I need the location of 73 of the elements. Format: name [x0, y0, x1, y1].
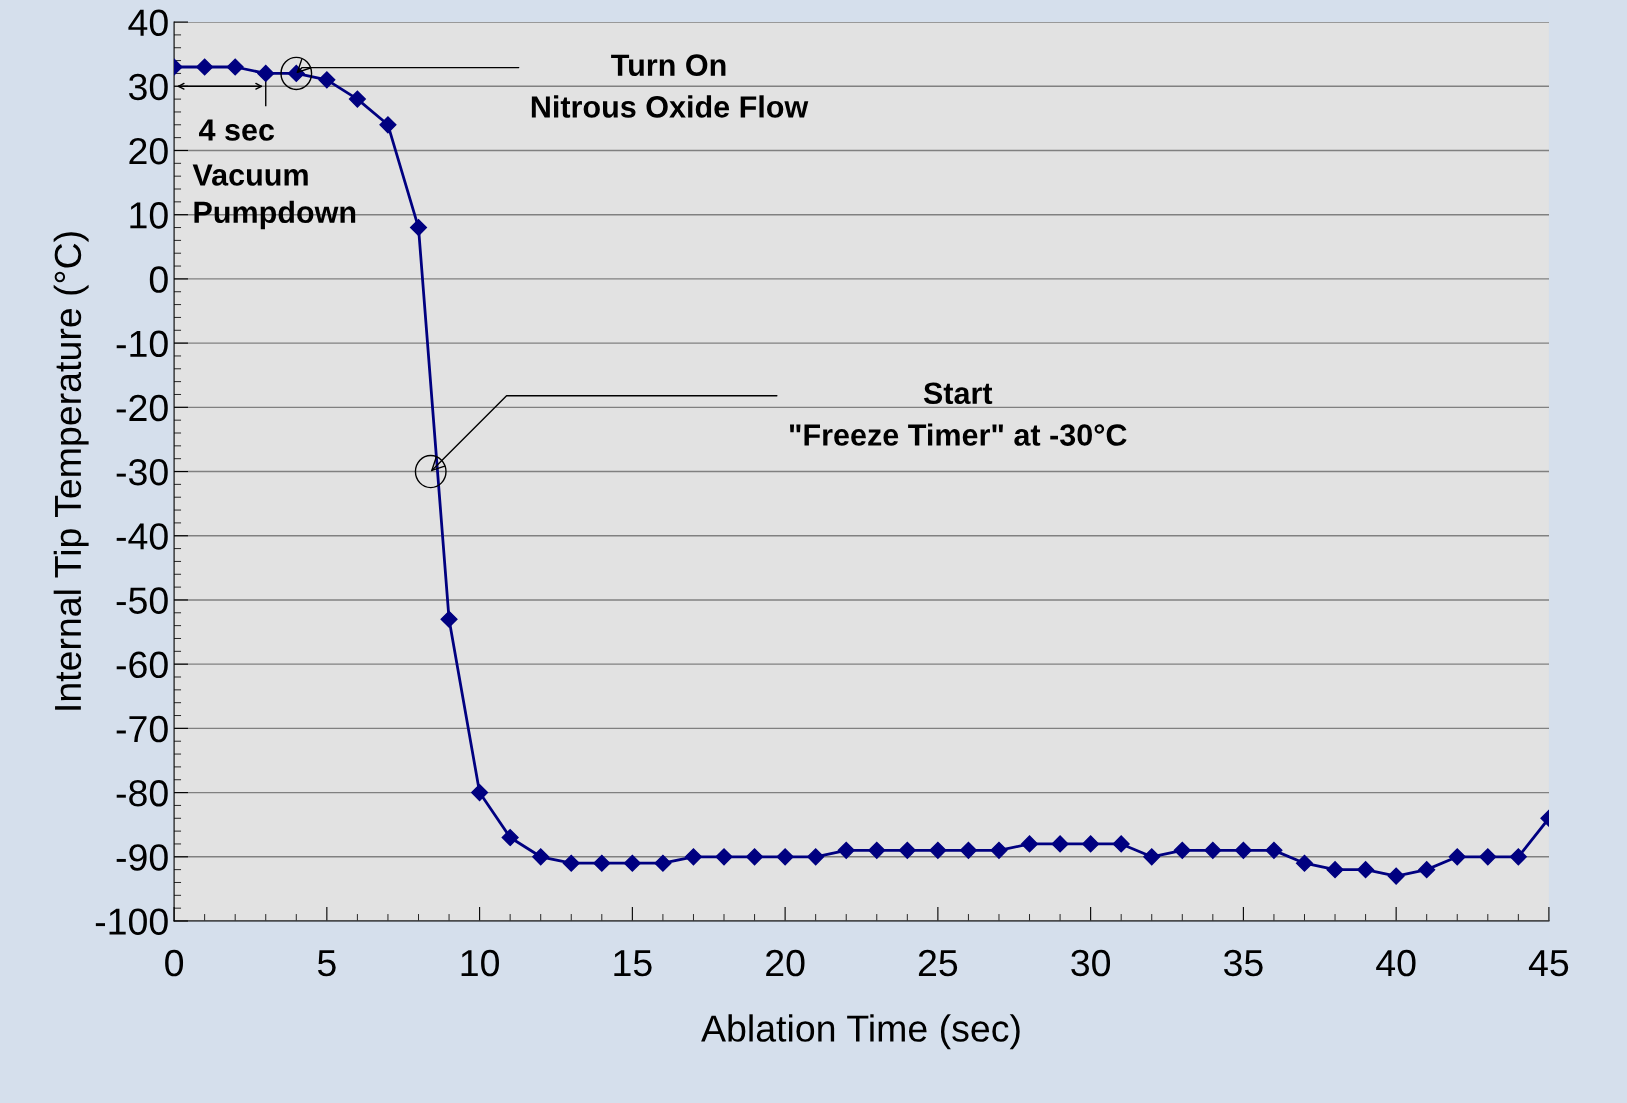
point: [1265, 841, 1283, 859]
annotation: Start "Freeze Timer" at -30°C: [789, 382, 1127, 446]
point: [1387, 867, 1405, 885]
x-tick-label: 10: [461, 949, 499, 977]
point: [1295, 854, 1314, 872]
point: [257, 64, 275, 82]
point: [196, 58, 214, 76]
y-tick-label: -10: [116, 330, 168, 358]
x-tick-label: 15: [614, 950, 652, 977]
point: [1051, 835, 1069, 853]
y-tick-label: 20: [129, 137, 168, 165]
x-tick-label: 5: [317, 950, 336, 977]
point: [1448, 848, 1466, 866]
point: [532, 848, 550, 866]
y-tick-label: 30: [128, 73, 168, 101]
x-tick-label: 40: [1376, 949, 1416, 977]
x-tick-label: 45: [1528, 950, 1569, 977]
point: [1020, 835, 1039, 853]
annotation: Turn On Nitrous Oxide Flow: [531, 54, 809, 118]
point: [348, 90, 366, 108]
point: [1173, 841, 1191, 859]
point: [807, 848, 825, 866]
point: [471, 784, 489, 802]
y-tick-label: -50: [116, 587, 168, 614]
y-tick-label: -80: [116, 779, 168, 807]
point: [776, 848, 794, 866]
point: [715, 848, 733, 866]
point: [837, 841, 855, 859]
point: [746, 848, 764, 866]
point: [654, 854, 672, 872]
y-tick-label: -20: [116, 394, 168, 422]
point: [1204, 841, 1222, 859]
point: [409, 218, 428, 237]
y-tick-label: -100: [95, 908, 168, 935]
point: [593, 854, 611, 872]
annotation: Vacuum Pumpdown: [192, 164, 356, 230]
point: [959, 841, 977, 859]
point: [1112, 835, 1130, 853]
point: [562, 854, 580, 872]
y-axis-title: Internal Tip Temperature (°C): [53, 232, 89, 710]
point: [1357, 861, 1375, 879]
y-tick-label: 40: [128, 9, 168, 37]
y-tick-label: 10: [130, 202, 168, 229]
y-tick-label: 0: [149, 266, 168, 293]
point: [623, 854, 641, 872]
point: [1326, 861, 1344, 879]
x-tick-label: 35: [1223, 949, 1263, 977]
point: [226, 58, 244, 76]
point: [929, 841, 947, 859]
point: [1418, 861, 1436, 879]
point: [898, 841, 916, 859]
annotation: 4 sec: [198, 119, 275, 141]
x-tick-label: 20: [766, 949, 805, 977]
x-tick-label: 25: [918, 949, 958, 977]
x-tick-label: 30: [1071, 949, 1111, 977]
x-axis-title: Ablation Time (sec): [701, 1014, 1020, 1050]
y-tick-label: -90: [116, 844, 168, 871]
point: [379, 116, 397, 134]
point: [684, 848, 703, 866]
point: [1509, 848, 1527, 866]
point: [318, 71, 336, 89]
point: [1234, 841, 1252, 859]
point: [501, 828, 519, 847]
point: [1082, 835, 1100, 853]
point: [868, 841, 886, 859]
point: [1479, 848, 1497, 866]
point: [1143, 848, 1161, 866]
point: [990, 841, 1008, 859]
point: [440, 610, 458, 628]
y-tick-label: -70: [116, 715, 168, 743]
y-tick-label: -40: [116, 523, 168, 550]
y-tick-label: -60: [116, 651, 168, 679]
y-tick-label: -30: [116, 458, 168, 486]
